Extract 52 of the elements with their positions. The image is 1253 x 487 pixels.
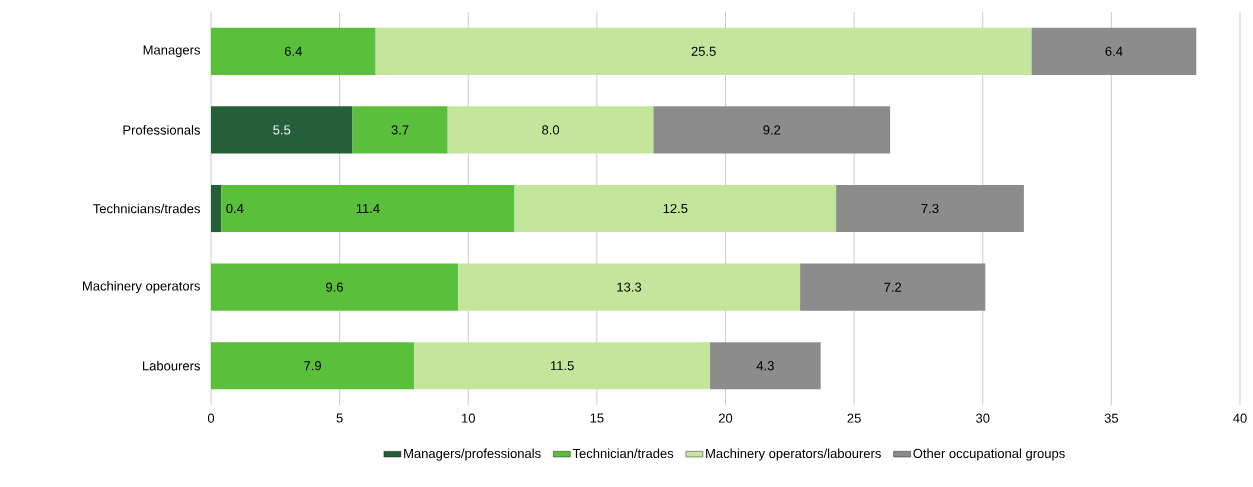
y-tick-label: Labourers xyxy=(142,360,200,371)
data-label: 12.5 xyxy=(663,203,688,214)
data-label: 13.3 xyxy=(617,282,642,292)
legend-label: Managers/professionals xyxy=(404,448,541,461)
bar xyxy=(375,27,1032,75)
bar xyxy=(800,263,986,311)
bar xyxy=(414,342,711,390)
y-tick-label: Machinery operators xyxy=(83,281,200,294)
x-tick-label: 15 xyxy=(590,413,604,423)
y-tick-label: Managers xyxy=(143,45,200,58)
data-label: 6.4 xyxy=(1105,46,1123,56)
y-tick-label: Technicians/trades xyxy=(93,203,200,214)
x-tick-label: 25 xyxy=(847,413,861,423)
data-label: 9.6 xyxy=(326,282,343,292)
bar xyxy=(211,263,458,311)
y-tick-label: Professionals xyxy=(123,125,200,135)
x-tick-label: 30 xyxy=(976,413,990,423)
bar xyxy=(457,263,801,311)
legend-label: Other occupational groups xyxy=(913,448,1065,461)
bar xyxy=(352,106,448,154)
x-tick-label: 40 xyxy=(1233,413,1247,423)
bar xyxy=(211,184,222,233)
legend-label: Machinery operators/labourers xyxy=(706,448,881,461)
bar xyxy=(836,184,1024,233)
bar xyxy=(710,342,821,390)
bar xyxy=(211,27,376,75)
data-label: 0.4 xyxy=(226,203,244,214)
bar xyxy=(447,106,654,154)
bar xyxy=(653,106,891,154)
data-label: 4.3 xyxy=(756,361,774,371)
bar xyxy=(514,184,837,233)
bar xyxy=(221,184,515,233)
data-label: 6.4 xyxy=(284,46,302,56)
data-label: 7.9 xyxy=(304,361,322,371)
data-label: 3.7 xyxy=(391,125,409,135)
x-tick-label: 20 xyxy=(718,413,733,423)
legend-label: Technician/trades xyxy=(572,448,674,459)
data-label: 7.3 xyxy=(921,203,939,214)
bar xyxy=(211,106,353,154)
data-label: 8.0 xyxy=(542,125,560,135)
data-label: 11.4 xyxy=(356,204,380,213)
bar xyxy=(1031,27,1197,75)
x-tick-label: 35 xyxy=(1104,413,1119,423)
data-label: 7.2 xyxy=(884,282,902,292)
bar xyxy=(211,342,415,390)
data-label: 9.2 xyxy=(763,125,781,135)
data-label: 25.5 xyxy=(691,46,716,56)
x-tick-label: 0 xyxy=(207,413,215,423)
data-label: 11.5 xyxy=(550,361,574,371)
x-tick-label: 10 xyxy=(462,413,475,423)
data-label: 5.5 xyxy=(273,125,291,135)
x-tick-label: 5 xyxy=(336,413,343,423)
